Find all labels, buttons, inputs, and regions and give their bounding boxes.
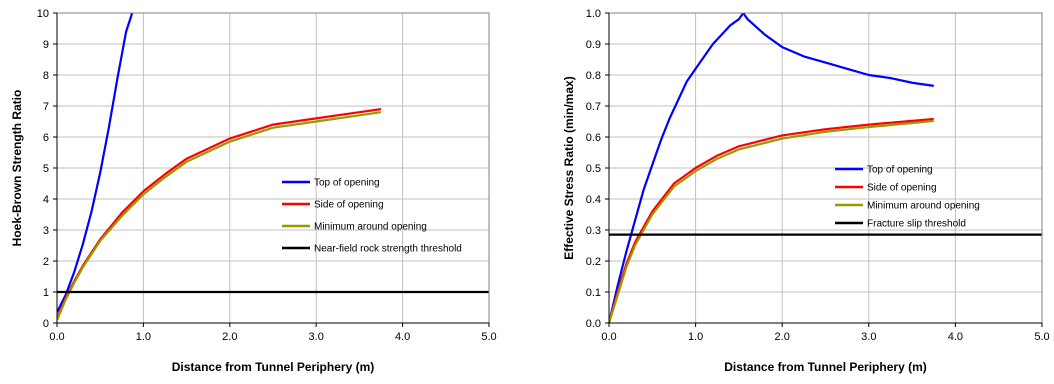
y-tick-label: 2 <box>43 256 49 268</box>
x-tick-label: 5.0 <box>481 331 496 343</box>
series-line-top-of-opening <box>57 13 134 313</box>
y-tick-label: 6 <box>43 132 49 144</box>
y-axis-title: Effective Stress Ratio (min/max) <box>562 76 576 259</box>
x-tick-label: 1.0 <box>136 331 151 343</box>
x-tick-label: 3.0 <box>861 331 876 343</box>
y-tick-label: 0.7 <box>586 101 601 113</box>
x-tick-label: 2.0 <box>775 331 790 343</box>
legend-label: Side of opening <box>867 183 937 194</box>
legend-label: Top of opening <box>867 165 933 176</box>
y-tick-label: 3 <box>43 225 49 237</box>
legend-label: Minimum around opening <box>867 201 980 212</box>
x-axis-title: Distance from Tunnel Periphery (m) <box>724 360 926 374</box>
y-tick-label: 0.6 <box>586 132 601 144</box>
y-tick-label: 0.5 <box>586 163 601 175</box>
y-tick-label: 0.9 <box>586 39 601 51</box>
y-tick-label: 1.0 <box>586 8 601 20</box>
series-line-minimum-around-opening <box>609 119 934 323</box>
y-tick-label: 1 <box>43 287 49 299</box>
x-tick-label: 0.0 <box>601 331 616 343</box>
y-tick-label: 0.0 <box>586 318 601 330</box>
x-tick-label: 4.0 <box>395 331 410 343</box>
legend-label: Side of opening <box>314 200 384 211</box>
legend-label: Minimum around opening <box>314 222 427 233</box>
y-tick-label: 5 <box>43 163 49 175</box>
y-tick-label: 9 <box>43 39 49 51</box>
legend-label: Top of opening <box>314 178 380 189</box>
y-tick-label: 0.3 <box>586 225 601 237</box>
x-tick-label: 0.0 <box>49 331 64 343</box>
x-tick-label: 5.0 <box>1034 331 1049 343</box>
y-axis-title: Hoek-Brown Strength Ratio <box>10 90 24 247</box>
x-axis-title: Distance from Tunnel Periphery (m) <box>172 360 374 374</box>
series-line-top-of-opening <box>609 13 934 323</box>
legend: Top of opening Side of opening Minimum aro… <box>835 165 980 230</box>
y-tick-label: 0.8 <box>586 70 601 82</box>
legend-label: Near-field rock strength threshold <box>314 244 462 255</box>
x-tick-label: 1.0 <box>688 331 703 343</box>
y-tick-label: 4 <box>43 194 49 206</box>
y-tick-label: 8 <box>43 70 49 82</box>
series-line-minimum-around-opening <box>57 111 382 321</box>
y-tick-label: 0.4 <box>586 194 601 206</box>
x-tick-label: 3.0 <box>309 331 324 343</box>
chart-panel-1: 0.0 1.0 2.0 3.0 4.0 5.0 0 1 2 3 4 5 6 7 8 9 10 Distance f… <box>10 8 497 374</box>
x-tick-label: 2.0 <box>222 331 237 343</box>
y-tick-label: 0.1 <box>586 287 601 299</box>
series-line-side-of-opening <box>609 117 934 323</box>
x-tick-label: 4.0 <box>948 331 963 343</box>
legend-label: Fracture slip threshold <box>867 219 966 230</box>
chart-panel-2: 0.0 1.0 2.0 3.0 4.0 5.0 0.0 0.1 0.2 0.3 0.4 0.5 0.6 0… <box>562 8 1050 374</box>
y-tick-label: 10 <box>37 8 49 20</box>
y-tick-label: 0.2 <box>586 256 601 268</box>
y-tick-label: 7 <box>43 101 49 113</box>
legend: Top of opening Side of opening Minimum aro… <box>282 178 462 255</box>
y-tick-label: 0 <box>43 318 49 330</box>
